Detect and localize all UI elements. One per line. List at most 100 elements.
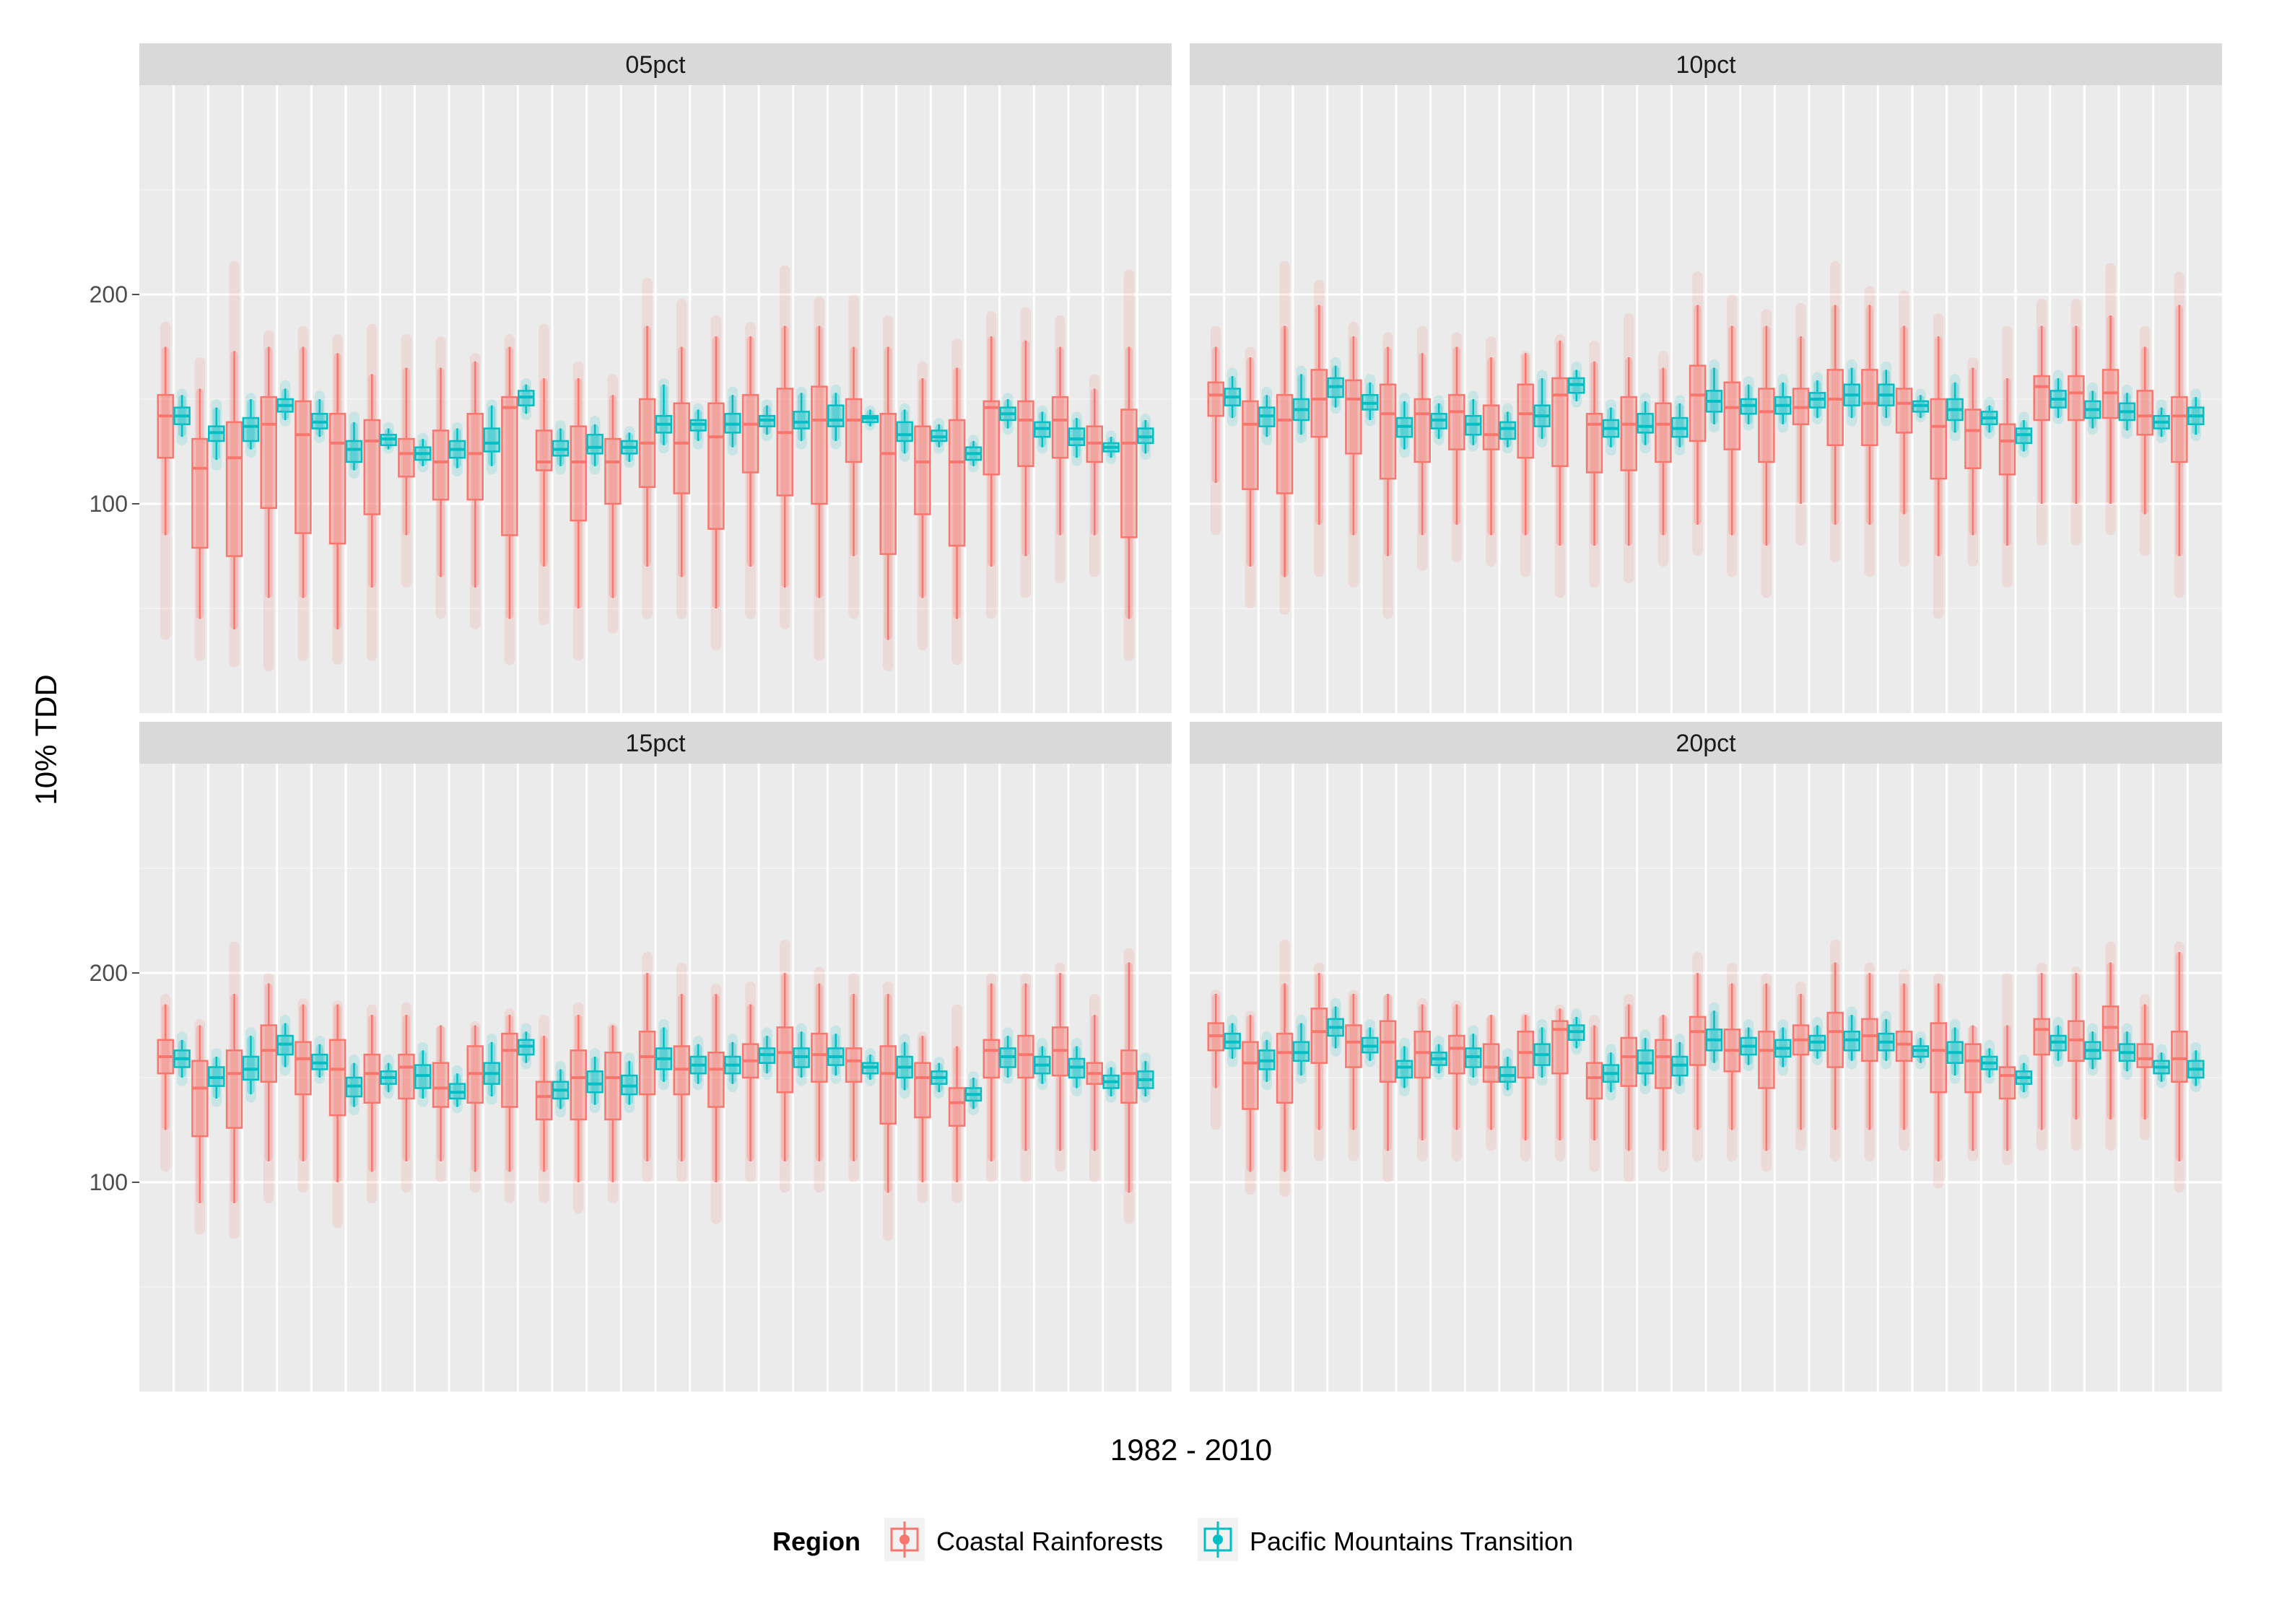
point-cloud xyxy=(229,941,240,1239)
box xyxy=(276,380,294,427)
box xyxy=(466,353,484,629)
box xyxy=(1327,357,1344,414)
point-cloud xyxy=(814,296,825,661)
box xyxy=(1137,1052,1154,1103)
box xyxy=(1602,1044,1620,1101)
box xyxy=(1224,367,1241,427)
point-cloud xyxy=(520,378,532,420)
box xyxy=(879,315,897,671)
point-cloud xyxy=(796,386,807,450)
point-cloud xyxy=(572,361,584,661)
point-cloud-dense xyxy=(2003,1025,2011,1151)
box-iqr xyxy=(586,1070,604,1093)
point-cloud-dense xyxy=(161,1004,170,1130)
box-iqr xyxy=(191,437,209,549)
box xyxy=(1981,1039,1998,1084)
point-cloud xyxy=(1692,271,1703,556)
box xyxy=(586,416,604,475)
box xyxy=(1774,374,1792,433)
box xyxy=(793,1023,810,1086)
point-cloud-dense xyxy=(1090,1015,1099,1151)
point-cloud-dense xyxy=(1538,378,1546,440)
box-iqr xyxy=(225,1049,243,1129)
point-cloud-dense xyxy=(987,983,996,1161)
box-iqr xyxy=(776,388,793,497)
point-cloud xyxy=(1864,286,1876,577)
point-cloud xyxy=(1468,390,1479,452)
facet-strip xyxy=(139,722,1172,764)
point-cloud-dense xyxy=(1934,336,1943,556)
series-pacific-mountains-transition xyxy=(1224,997,2205,1101)
box xyxy=(1895,969,1913,1151)
box xyxy=(1705,359,1723,433)
box-iqr xyxy=(1964,1043,1982,1093)
point-cloud-dense xyxy=(1211,994,1220,1088)
box xyxy=(1102,1060,1120,1103)
point-cloud-dense xyxy=(1452,346,1461,525)
point-cloud xyxy=(1055,315,1066,584)
point-cloud xyxy=(435,336,446,619)
point-cloud-dense xyxy=(2037,973,2046,1130)
box xyxy=(242,1027,260,1103)
point-cloud-dense xyxy=(987,336,996,567)
box xyxy=(1585,340,1603,588)
box xyxy=(242,393,260,458)
box xyxy=(914,1031,931,1203)
point-cloud-dense xyxy=(557,428,565,466)
point-cloud xyxy=(624,1052,635,1114)
point-cloud-dense xyxy=(1659,1015,1668,1151)
point-cloud xyxy=(435,1025,446,1182)
box-iqr xyxy=(604,437,622,505)
point-cloud-dense xyxy=(1349,336,1358,536)
point-cloud xyxy=(1899,969,1909,1151)
y-tick-label: 200 xyxy=(90,281,128,307)
box xyxy=(1551,1004,1569,1161)
point-cloud-dense xyxy=(1694,305,1702,525)
box xyxy=(1981,397,1998,440)
point-cloud-dense xyxy=(1847,1015,1856,1061)
point-cloud xyxy=(401,1002,412,1193)
box xyxy=(707,315,725,650)
point-cloud xyxy=(1140,1052,1151,1103)
point-cloud xyxy=(848,973,859,1182)
box-iqr xyxy=(1551,377,1569,468)
box xyxy=(1551,334,1569,598)
box xyxy=(673,298,690,619)
box xyxy=(398,1002,415,1193)
point-cloud-dense xyxy=(1762,983,1771,1151)
point-cloud xyxy=(1726,962,1738,1161)
box xyxy=(466,1021,484,1193)
point-cloud xyxy=(1313,279,1325,577)
box-iqr xyxy=(432,1062,450,1108)
box xyxy=(1964,1025,1982,1161)
facet-label: 05pct xyxy=(625,51,686,79)
box xyxy=(604,374,622,634)
box-iqr xyxy=(570,425,587,522)
box xyxy=(1568,1008,1585,1055)
box-iqr xyxy=(1017,400,1034,468)
box xyxy=(2101,263,2120,536)
point-cloud-dense xyxy=(797,1031,806,1078)
point-cloud xyxy=(539,1015,549,1203)
box xyxy=(1292,365,1310,443)
box-iqr xyxy=(1379,383,1397,480)
point-cloud-dense xyxy=(315,399,324,437)
point-cloud-dense xyxy=(505,346,514,619)
point-cloud xyxy=(1123,269,1135,661)
box xyxy=(552,1060,570,1118)
box xyxy=(1137,414,1154,460)
point-cloud xyxy=(2105,263,2116,536)
box xyxy=(501,334,518,665)
point-cloud-dense xyxy=(1797,336,1805,504)
box xyxy=(535,1015,553,1203)
panel-10pct: 10pct xyxy=(1190,43,2222,713)
box xyxy=(1242,1010,1259,1195)
box-iqr xyxy=(2171,396,2188,463)
box xyxy=(380,422,397,454)
point-cloud-dense xyxy=(884,994,892,1193)
box-iqr xyxy=(2033,1018,2050,1056)
box-iqr xyxy=(1207,381,1224,417)
box-iqr xyxy=(914,1062,931,1119)
box xyxy=(1379,332,1397,619)
box xyxy=(1671,1034,1689,1095)
